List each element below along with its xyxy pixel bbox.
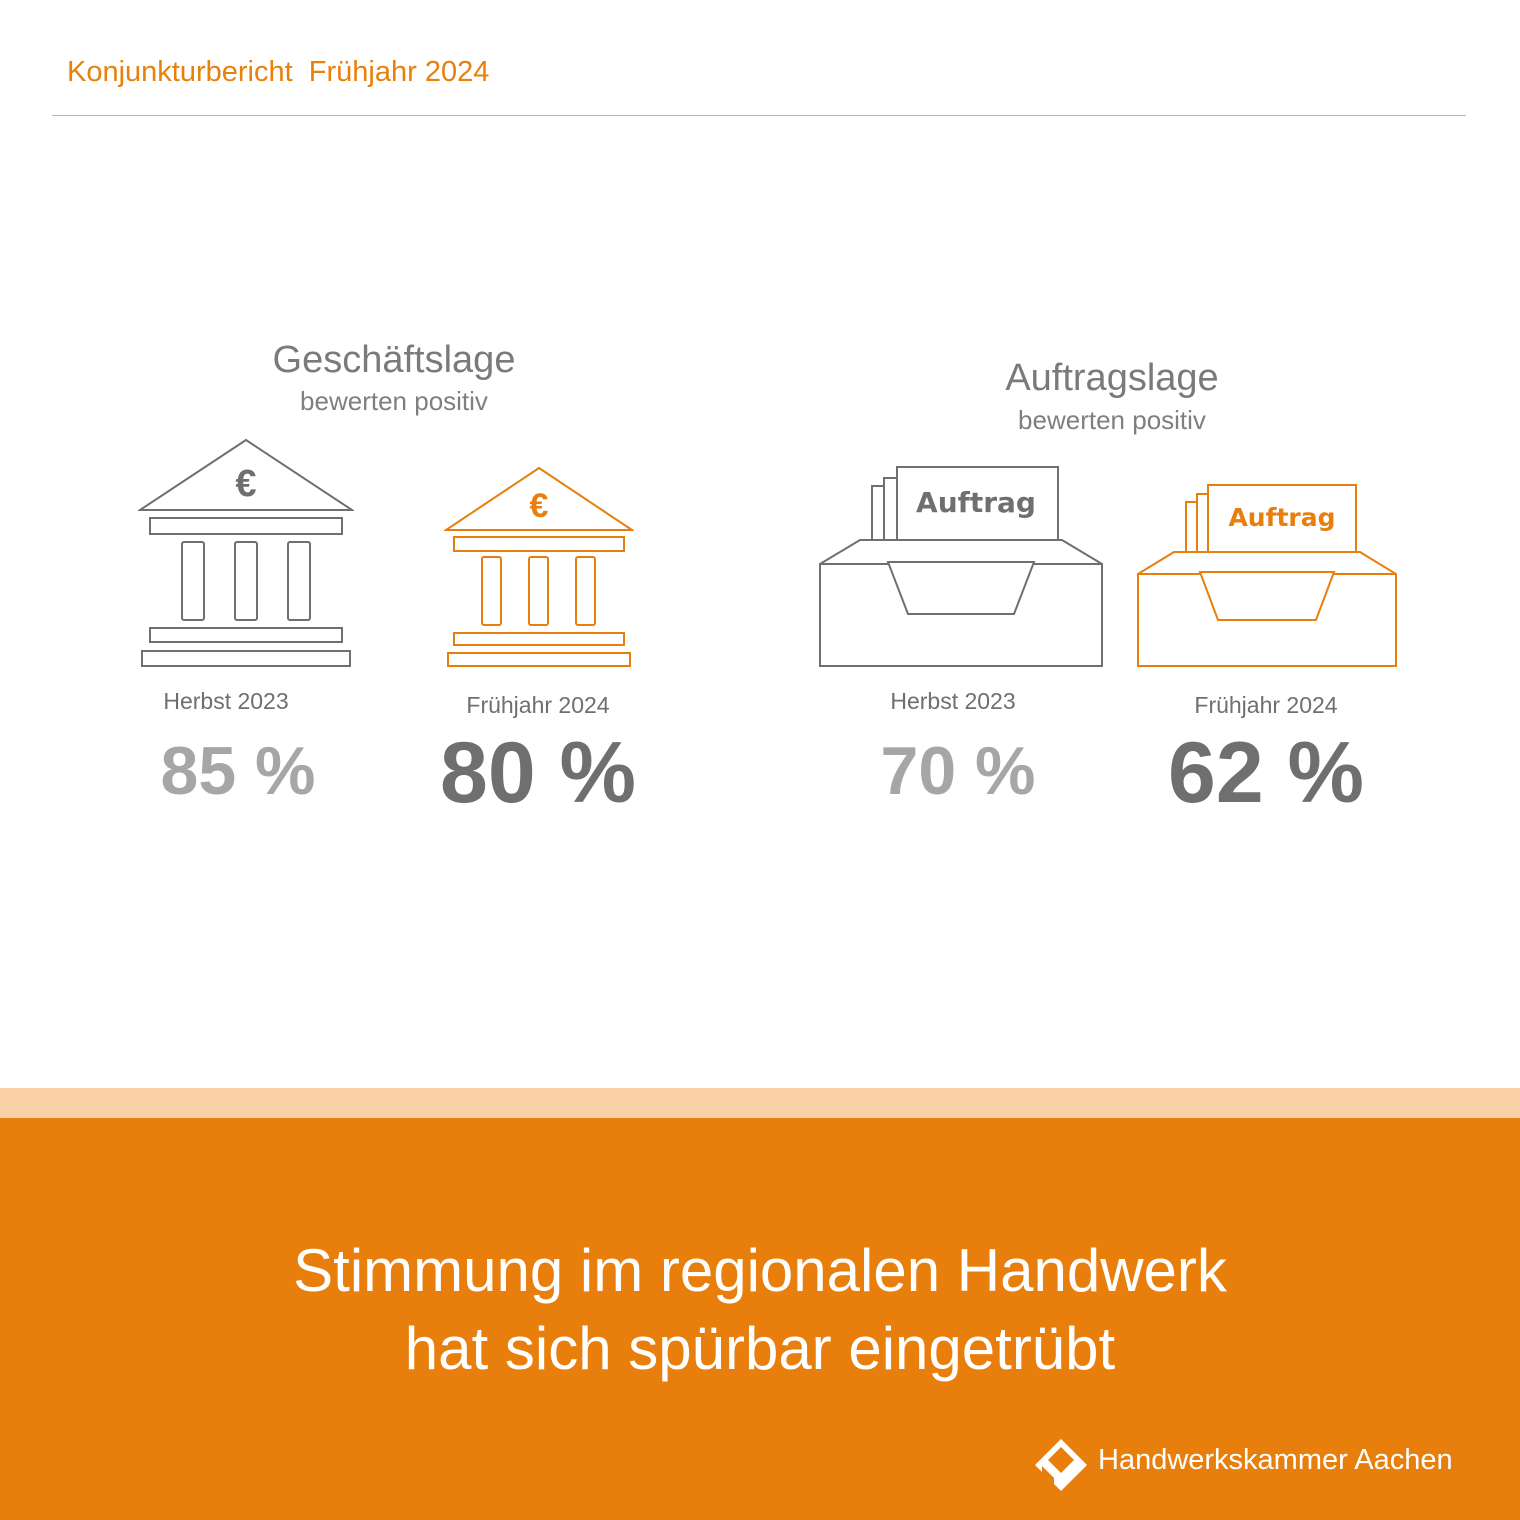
svg-text:€: € [530, 487, 549, 525]
percent-value: 62 % [1167, 725, 1365, 821]
svg-text:€: € [235, 463, 256, 505]
period-label: Frühjahr 2024 [466, 692, 610, 718]
bank-euro-icon: € [138, 438, 354, 667]
group-title-auftragslage: Auftragslage [1005, 357, 1219, 399]
percent-value: 85 % [160, 733, 316, 809]
logo-name: Handwerkskammer Aachen [1098, 1444, 1453, 1476]
bank-euro-icon: € [444, 466, 634, 667]
headline-line: Stimmung im regionalen Handwerk [293, 1237, 1227, 1304]
period-label: Herbst 2023 [890, 688, 1016, 714]
banner-accent-strip [0, 1088, 1520, 1118]
handwerk-logo-icon [1035, 1439, 1087, 1491]
group-title-geschaeftslage: Geschäftslage [272, 339, 516, 381]
group-subtitle-geschaeftslage: bewerten positiv [300, 386, 488, 416]
order-label: Auftrag [916, 486, 1036, 519]
period-label: Frühjahr 2024 [1194, 692, 1338, 718]
order-label: Auftrag [1228, 503, 1335, 532]
report-title: Konjunkturbericht Frühjahr 2024 [67, 56, 490, 88]
banner-headline: Stimmung im regionalen Handwerk hat sich… [0, 1232, 1520, 1388]
order-tray-icon: Auftrag [819, 466, 1103, 667]
period-label: Herbst 2023 [163, 688, 289, 714]
headline-line: hat sich spürbar eingetrübt [404, 1315, 1116, 1382]
group-subtitle-auftragslage: bewerten positiv [1018, 405, 1206, 435]
percent-value: 80 % [439, 725, 637, 821]
banner [0, 1118, 1520, 1520]
order-tray-icon: Auftrag [1137, 484, 1397, 667]
header-divider [52, 115, 1466, 116]
percent-value: 70 % [880, 733, 1036, 809]
